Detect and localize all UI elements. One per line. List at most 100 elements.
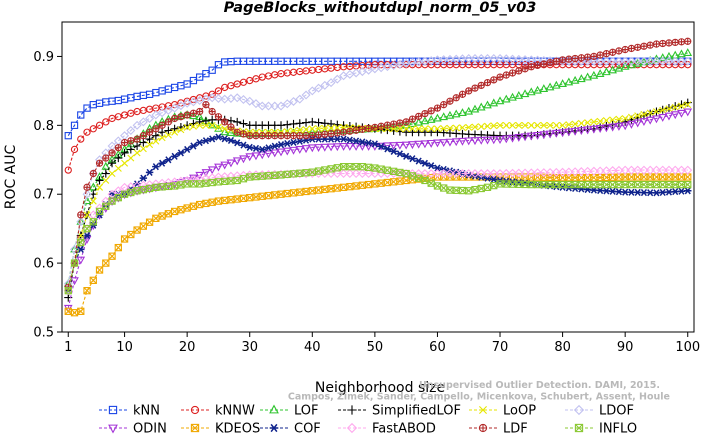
data-point <box>101 196 111 206</box>
data-point <box>114 243 122 252</box>
legend-item-odin: ODIN <box>99 422 167 437</box>
data-point <box>102 176 110 184</box>
data-point <box>677 187 686 195</box>
data-point <box>421 159 429 167</box>
data-point <box>245 96 255 106</box>
data-point <box>189 122 197 130</box>
data-point <box>427 107 435 115</box>
data-point <box>490 76 498 84</box>
legend-item-knn: kNN <box>99 404 160 419</box>
data-point <box>558 79 567 88</box>
data-point <box>521 121 529 129</box>
data-point <box>332 169 342 179</box>
data-point <box>139 186 148 195</box>
data-point <box>177 206 185 214</box>
data-point <box>458 124 466 132</box>
data-point <box>427 125 435 133</box>
data-point <box>471 123 479 131</box>
data-point <box>420 116 430 125</box>
series-ldof <box>63 54 693 289</box>
legend: kNN kNNW LOF SimplifiedLOF LoOP LDOF ODIN KDEOS… <box>99 404 637 437</box>
data-point <box>470 137 480 146</box>
data-point <box>571 120 579 128</box>
data-point <box>496 73 504 81</box>
data-point <box>458 137 467 146</box>
data-point <box>239 175 248 183</box>
data-point <box>401 169 411 179</box>
series-ldf <box>64 37 692 291</box>
legend-item-inflo: INFLO <box>565 422 637 437</box>
data-point <box>602 180 611 189</box>
data-point <box>508 54 518 64</box>
data-point <box>627 120 636 129</box>
data-point <box>238 95 248 104</box>
data-point <box>289 146 298 155</box>
data-point <box>208 121 216 129</box>
data-point <box>126 145 135 154</box>
data-point <box>545 82 555 91</box>
data-point <box>139 174 148 182</box>
data-point <box>402 125 410 133</box>
data-point <box>132 187 142 196</box>
data-point <box>358 142 367 151</box>
y-tick-label: 0.8 <box>33 119 54 134</box>
x-tick-label: 40 <box>304 340 321 355</box>
data-point <box>339 128 348 136</box>
data-point <box>608 166 618 176</box>
data-point <box>351 169 361 179</box>
x-tick-label: 60 <box>429 340 446 355</box>
data-point <box>521 65 529 73</box>
data-point <box>95 266 104 274</box>
data-point <box>546 121 554 129</box>
data-point <box>233 128 241 136</box>
data-point <box>465 123 473 131</box>
data-point <box>484 122 491 130</box>
x-tick-label: 80 <box>554 340 571 355</box>
data-point <box>526 87 536 96</box>
data-point <box>540 60 548 68</box>
data-point <box>664 165 674 175</box>
data-point <box>339 135 348 143</box>
data-point <box>152 125 160 133</box>
data-point <box>314 186 323 194</box>
data-point <box>389 120 398 128</box>
data-point <box>621 188 629 196</box>
data-point <box>577 74 586 83</box>
data-point <box>220 161 230 170</box>
data-point <box>95 121 104 129</box>
data-point <box>464 54 474 64</box>
data-point <box>214 133 223 141</box>
data-point <box>439 55 449 65</box>
data-point <box>609 180 617 189</box>
data-point <box>659 106 667 114</box>
data-point <box>627 113 635 121</box>
data-point <box>558 56 567 64</box>
data-point <box>670 165 680 175</box>
data-point <box>408 125 416 133</box>
data-point <box>602 187 611 195</box>
data-point <box>639 56 649 66</box>
data-point <box>614 56 624 66</box>
data-point <box>213 93 223 103</box>
data-point <box>138 117 148 127</box>
series-line <box>67 111 688 309</box>
data-point <box>426 169 436 179</box>
data-point <box>232 93 242 103</box>
data-point <box>402 118 410 126</box>
data-point <box>196 200 204 209</box>
data-point <box>396 119 404 127</box>
data-point <box>133 141 142 151</box>
data-point <box>271 132 279 140</box>
data-point <box>659 180 667 189</box>
data-point <box>183 204 191 212</box>
data-point <box>139 145 147 153</box>
data-point <box>551 167 561 177</box>
data-point <box>346 127 354 135</box>
data-point <box>164 156 173 164</box>
data-point <box>276 101 286 111</box>
data-point <box>490 122 498 130</box>
data-point <box>520 55 530 65</box>
data-point <box>640 42 648 50</box>
data-point <box>264 132 273 140</box>
data-point <box>596 117 604 125</box>
